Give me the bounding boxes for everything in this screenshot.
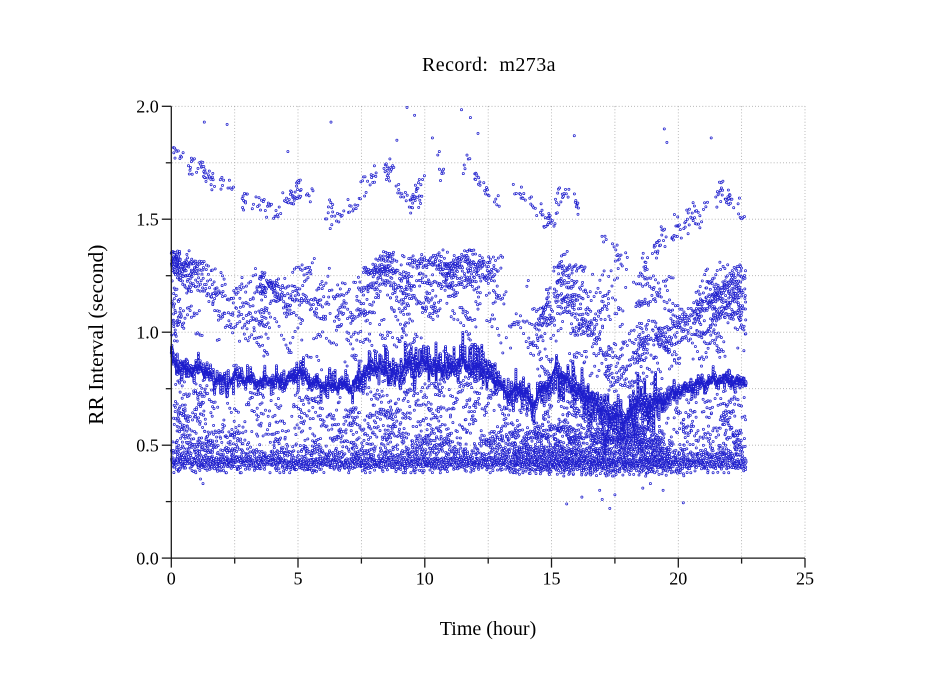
svg-text:Record: m273a: Record: m273a (422, 54, 556, 76)
svg-text:25: 25 (796, 569, 814, 589)
svg-text:1.5: 1.5 (136, 209, 159, 229)
svg-text:2.0: 2.0 (136, 97, 159, 117)
svg-text:15: 15 (543, 569, 561, 589)
svg-text:1.0: 1.0 (136, 322, 159, 342)
svg-text:Time (hour): Time (hour) (440, 618, 536, 640)
svg-text:0: 0 (167, 569, 176, 589)
svg-text:10: 10 (416, 569, 434, 589)
svg-text:0.5: 0.5 (136, 435, 159, 455)
svg-text:0.0: 0.0 (136, 548, 159, 568)
svg-text:20: 20 (669, 569, 687, 589)
svg-text:5: 5 (294, 569, 303, 589)
svg-text:RR Interval (second): RR Interval (second) (84, 245, 108, 425)
